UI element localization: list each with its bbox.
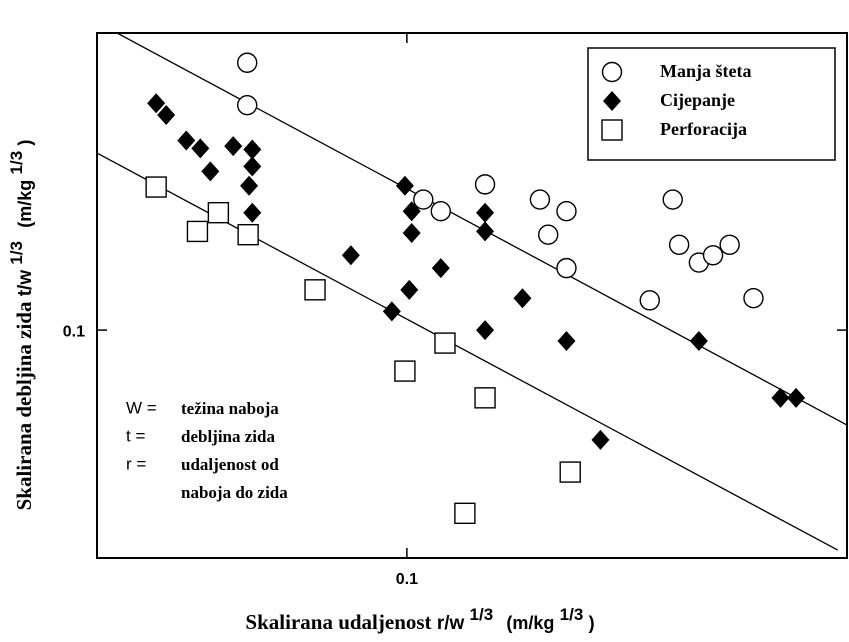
marker-circle [413,189,434,210]
marker-diamond [191,138,210,159]
marker-diamond [240,175,259,196]
marker-circle [430,200,451,222]
marker-circle [556,200,577,222]
marker-square [454,502,476,525]
marker-square [207,201,230,224]
marker-square [474,387,496,409]
marker-circle [236,94,258,116]
marker-circle [743,288,764,309]
marker-square [186,220,209,243]
legend-label: Cijepanje [660,90,735,110]
legend-marker [601,119,623,141]
plot-frame [96,32,848,559]
annotation-term: t = [126,426,145,445]
marker-circle [529,189,551,210]
x-axis-label: Skalirana udaljenost r/w 1/3 (m/kg 1/3 ) [245,602,594,634]
legend-marker [603,91,621,111]
marker-diamond [513,288,532,309]
marker-diamond [224,136,243,157]
marker-diamond [787,387,806,408]
marker-diamond [147,93,166,114]
marker-circle [556,257,577,279]
marker-diamond [402,201,421,222]
marker-square [237,223,259,246]
marker-diamond [341,245,360,266]
marker-circle [537,224,559,245]
y-tick-label: 0.1 [63,323,85,340]
marker-circle [236,52,258,73]
marker-diamond [243,139,262,160]
marker-square [304,279,326,301]
marker-diamond [395,175,414,196]
marker-diamond [382,301,401,322]
x-tick-label: 0.1 [396,571,418,588]
legend-marker [601,61,623,83]
annotation-definition: naboja do zida [181,483,288,502]
marker-square [434,332,456,354]
marker-circle [639,290,660,311]
marker-diamond [402,223,421,244]
marker-diamond [177,130,196,151]
annotation-definition: težina naboja [181,399,279,418]
marker-diamond [400,279,419,300]
marker-square [559,461,581,483]
marker-circle [662,189,683,210]
y-axis-label: Skalirana debljina zida t/w 1/3 (m/kg 1/… [4,140,36,511]
marker-square [394,360,416,382]
legend-label: Perforacija [660,119,747,139]
marker-diamond [591,429,610,450]
marker-diamond [689,331,708,352]
marker-diamond [157,105,176,126]
marker-diamond [431,258,450,279]
marker-diamond [476,202,495,223]
legend-box [587,47,836,161]
marker-circle [702,245,724,266]
marker-diamond [771,387,790,408]
marker-diamond [557,331,576,352]
marker-diamond [243,202,262,223]
annotation-term: r = [126,454,146,473]
marker-circle [719,234,740,255]
annotation-definition: debljina zida [181,427,275,446]
marker-square [145,176,167,198]
marker-circle [474,174,496,195]
legend-label: Manja šteta [660,61,751,81]
marker-diamond [476,221,495,242]
marker-diamond [201,161,220,182]
marker-diamond [243,156,262,177]
annotation-term: W = [126,398,157,417]
marker-circle [668,234,690,255]
annotation-definition: udaljenost od [181,455,279,474]
marker-diamond [476,320,495,341]
